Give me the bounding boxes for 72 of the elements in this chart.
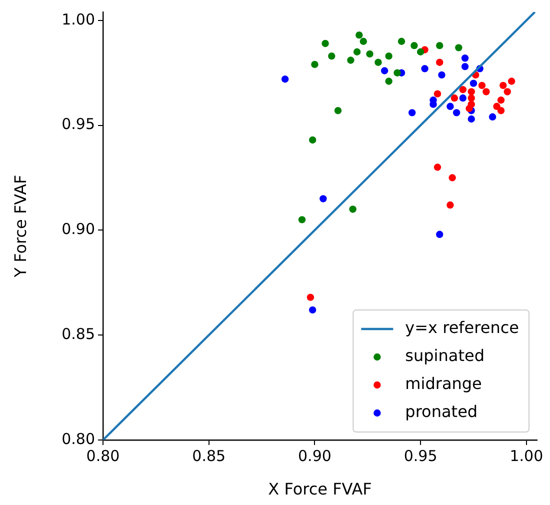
- legend-label: midrange: [405, 374, 482, 394]
- point: [385, 52, 392, 60]
- point: [459, 86, 467, 94]
- point: [306, 294, 314, 301]
- point: [308, 306, 316, 314]
- point: [353, 48, 361, 56]
- point: [438, 71, 446, 79]
- x-tick-label: 1.00: [510, 446, 544, 465]
- point: [461, 54, 469, 62]
- point: [452, 109, 460, 116]
- point: [394, 69, 401, 76]
- point: [281, 76, 289, 83]
- legend-label: pronated: [405, 402, 478, 422]
- x-tick-label: 0.85: [192, 446, 226, 465]
- point: [500, 82, 507, 90]
- point: [334, 107, 342, 114]
- point: [488, 113, 496, 120]
- point: [421, 65, 428, 72]
- y-axis-title: Y Force FVAF: [10, 174, 30, 278]
- x-tick-label: 0.80: [86, 446, 120, 465]
- point: [436, 42, 444, 50]
- point: [380, 67, 388, 74]
- point: [461, 62, 469, 70]
- point: [470, 80, 478, 87]
- point: [328, 52, 336, 60]
- x-tick-label: 0.95: [404, 446, 438, 465]
- point: [408, 109, 416, 116]
- point: [508, 78, 516, 85]
- point: [497, 107, 505, 114]
- point: [434, 164, 442, 171]
- point: [374, 58, 382, 66]
- point: [347, 56, 354, 64]
- point: [446, 201, 454, 209]
- point: [366, 50, 374, 58]
- point: [356, 31, 363, 39]
- point: [468, 94, 475, 102]
- point: [320, 195, 327, 202]
- point: [349, 206, 356, 213]
- point: [385, 78, 392, 85]
- point: [450, 94, 458, 102]
- point: [468, 88, 475, 96]
- point: [446, 102, 454, 110]
- point: [478, 82, 486, 90]
- y-tick-label: 0.80: [62, 430, 95, 448]
- y-tick-label: 0.90: [62, 220, 95, 238]
- point: [410, 42, 418, 50]
- point: [468, 115, 475, 123]
- point: [455, 44, 462, 52]
- point: [308, 136, 316, 144]
- point: [311, 60, 318, 68]
- point: [322, 40, 329, 48]
- point: [360, 38, 367, 45]
- x-tick-label: 0.90: [298, 446, 332, 465]
- point: [448, 174, 456, 182]
- point: [398, 38, 406, 45]
- point: [504, 88, 511, 96]
- legend-label: y=x reference: [405, 318, 519, 338]
- point: [466, 104, 473, 112]
- y-tick-label: 0.95: [62, 115, 95, 134]
- point: [436, 230, 444, 238]
- point: [436, 58, 444, 66]
- point: [497, 96, 505, 104]
- y-tick-label: 1.00: [62, 10, 95, 28]
- point: [434, 90, 442, 98]
- legend-label: supinated: [405, 346, 484, 366]
- x-axis-title: X Force FVAF: [268, 480, 372, 499]
- point: [482, 88, 490, 96]
- y-tick-label: 0.85: [62, 324, 95, 343]
- point: [416, 48, 424, 56]
- point: [493, 102, 500, 110]
- point: [459, 94, 467, 102]
- point: [298, 216, 306, 224]
